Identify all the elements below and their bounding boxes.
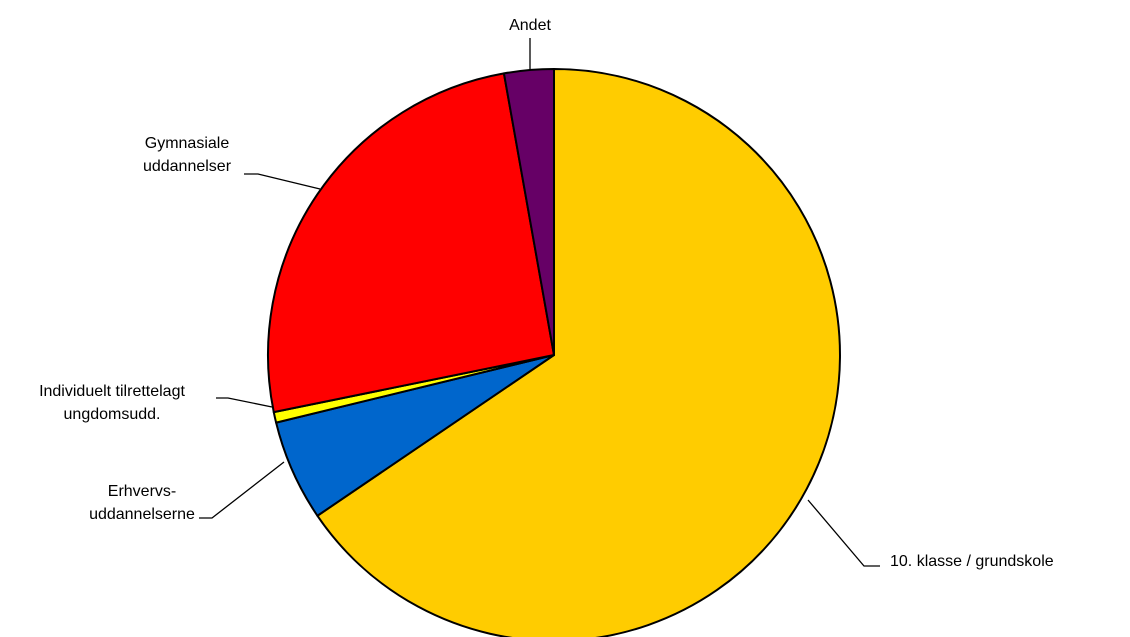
leader-line-individuelt-tilrettelagt-ungdomsudd <box>216 397 273 408</box>
pie-slice-andet <box>502 67 555 356</box>
slice-label-erhvervs-uddannelserne: Erhvervs-uddannelserne <box>89 483 195 523</box>
leader-line-erhvervs-uddannelserne <box>199 461 285 519</box>
slice-labels: 10. klasse / grundskole Erhvervs-uddannel… <box>39 17 1054 570</box>
pie-slice-gymnasiale-uddannelser <box>267 72 555 414</box>
slice-label-individuelt-tilrettelagt-ungdomsudd: Individuelt tilrettelagt ungdomsudd. <box>39 383 185 423</box>
slice-label-gymnasiale-uddannelser: Gymnasiale uddannelser <box>143 135 232 175</box>
leader-line-gymnasiale-uddannelser <box>244 173 321 190</box>
leader-line-10-klasse-grundskole <box>807 499 880 567</box>
slice-label-10-klasse-grundskole: 10. klasse / grundskole <box>890 553 1054 570</box>
pie-slice-10-klasse-grundskole <box>316 68 841 637</box>
pie-slices <box>267 67 841 637</box>
leader-lines <box>199 38 880 567</box>
slice-label-andet: Andet <box>509 17 551 34</box>
